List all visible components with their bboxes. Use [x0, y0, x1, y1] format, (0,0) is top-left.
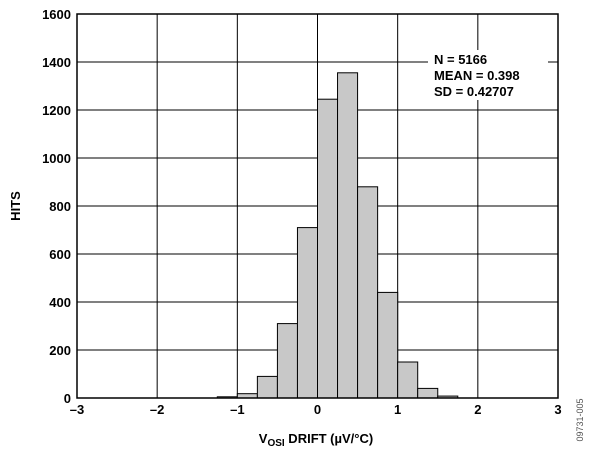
y-tick-label: 1000	[42, 151, 71, 166]
x-tick-label: 2	[474, 402, 481, 417]
x-axis-title-main: V	[259, 431, 268, 446]
x-tick-label: 1	[394, 402, 401, 417]
histogram-bar	[417, 387, 439, 399]
x-tick-label: –3	[70, 402, 84, 417]
stat-mean: MEAN = 0.398	[434, 68, 520, 83]
histogram-bar	[357, 186, 379, 399]
x-axis-title-subscript: OSI	[267, 438, 284, 449]
histogram-bar	[317, 98, 339, 399]
x-tick-label: 0	[314, 402, 321, 417]
y-axis-ticks: 0 200 400 600 800 1000 1200 1400 1600	[42, 7, 71, 406]
stat-sd: SD = 0.42707	[434, 84, 514, 99]
histogram-bars	[216, 72, 459, 399]
y-tick-label: 600	[49, 247, 71, 262]
plot-frame	[76, 13, 559, 399]
y-tick-label: 1400	[42, 55, 71, 70]
y-tick-label: 400	[49, 295, 71, 310]
histogram-bar	[397, 361, 419, 399]
x-tick-label: –2	[150, 402, 164, 417]
stats-box-background	[428, 50, 548, 100]
x-tick-label: 3	[554, 402, 561, 417]
x-axis-title-rest: DRIFT (µV/°C)	[285, 431, 374, 446]
histogram-bar	[337, 72, 359, 399]
x-axis-title: VOSI DRIFT (µV/°C)	[259, 431, 373, 449]
y-tick-label: 800	[49, 199, 71, 214]
histogram-bar	[296, 227, 319, 399]
y-axis-title: HITS	[8, 191, 23, 221]
figure-id: 09731-005	[575, 398, 585, 441]
x-axis-ticks: –3 –2 –1 0 1 2 3	[70, 402, 562, 417]
y-tick-label: 1200	[42, 103, 71, 118]
stat-n: N = 5166	[434, 52, 487, 67]
y-tick-label: 0	[64, 391, 71, 406]
y-tick-label: 1600	[42, 7, 71, 22]
histogram-bar	[276, 323, 298, 399]
histogram-bar	[256, 375, 278, 399]
x-tick-label: –1	[230, 402, 244, 417]
histogram-bar	[377, 291, 399, 399]
y-tick-label: 200	[49, 343, 71, 358]
